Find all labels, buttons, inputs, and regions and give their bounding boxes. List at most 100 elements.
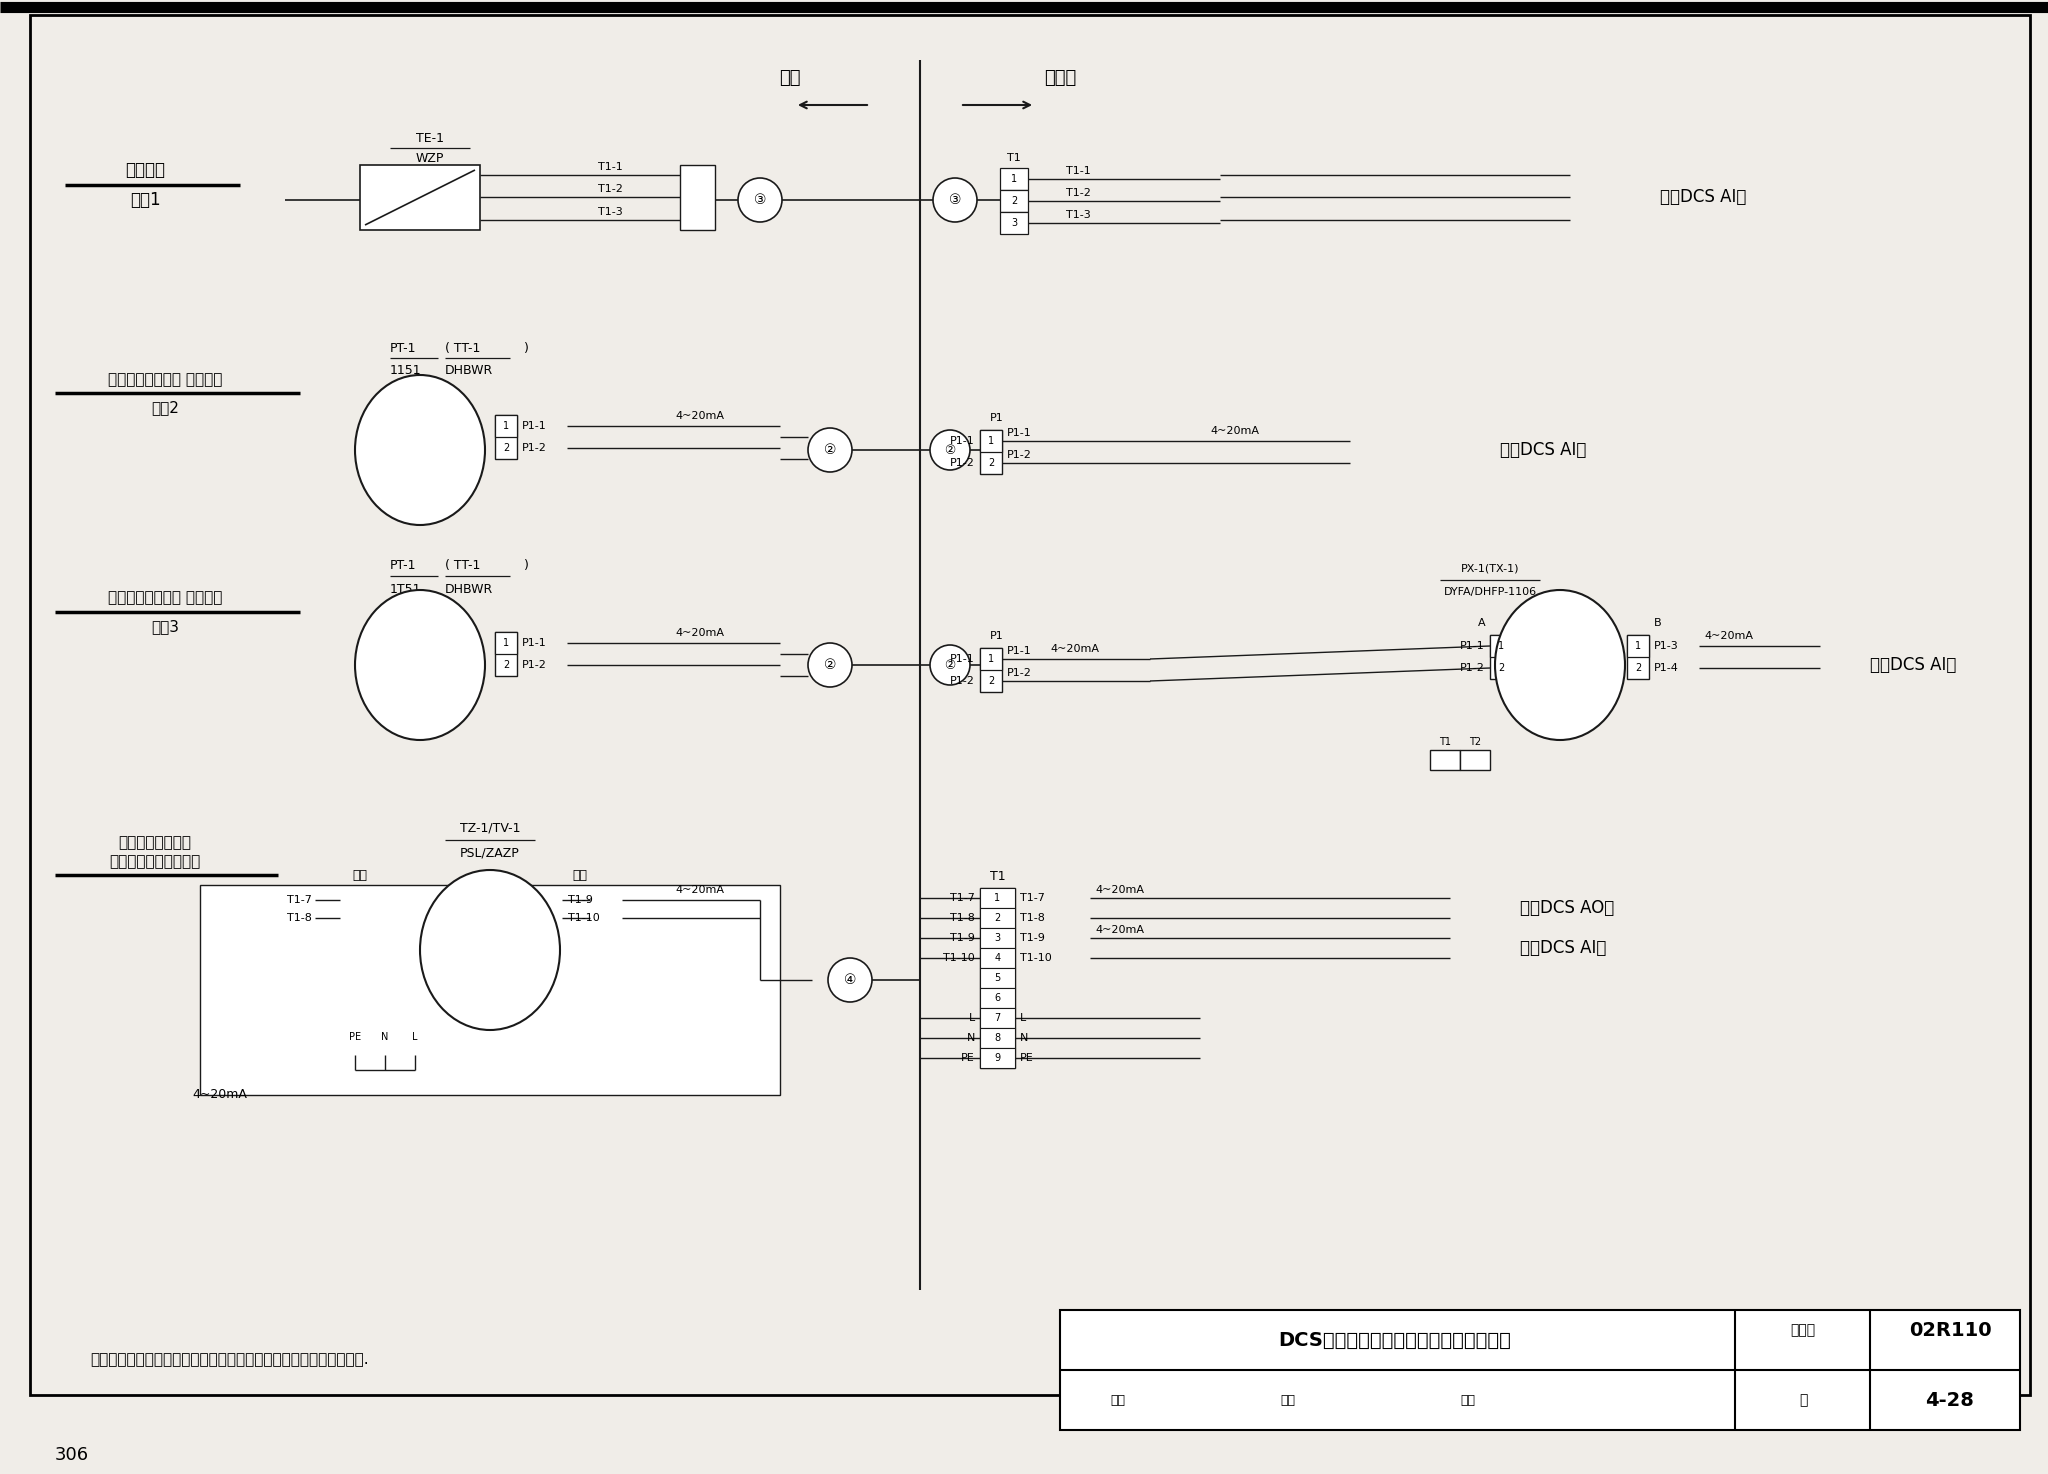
Text: T1-1: T1-1 bbox=[598, 162, 623, 172]
Text: 4~20mA: 4~20mA bbox=[676, 884, 725, 895]
Text: 4~20mA: 4~20mA bbox=[676, 628, 725, 638]
Bar bbox=[1626, 635, 1649, 657]
Text: PX-1(TX-1): PX-1(TX-1) bbox=[1460, 563, 1520, 573]
Text: DHBWR: DHBWR bbox=[444, 364, 494, 376]
Text: 阀位: 阀位 bbox=[573, 868, 588, 881]
Text: P1-2: P1-2 bbox=[1460, 663, 1485, 674]
Text: P1-4: P1-4 bbox=[1655, 663, 1679, 674]
Text: 4~20mA: 4~20mA bbox=[1704, 631, 1753, 641]
Text: L: L bbox=[412, 1032, 418, 1042]
Circle shape bbox=[934, 178, 977, 223]
Text: ②: ② bbox=[823, 444, 836, 457]
Text: 设计: 设计 bbox=[1460, 1393, 1475, 1406]
Text: 1: 1 bbox=[1634, 641, 1640, 652]
Text: P1-1: P1-1 bbox=[1008, 646, 1032, 656]
Bar bbox=[981, 1008, 1016, 1027]
Text: 4~20mA: 4~20mA bbox=[1096, 926, 1145, 935]
Bar bbox=[340, 1020, 371, 1055]
Text: T1-8: T1-8 bbox=[287, 912, 311, 923]
Text: T2: T2 bbox=[1468, 737, 1481, 747]
Bar bbox=[680, 165, 715, 230]
Text: 1: 1 bbox=[504, 422, 510, 430]
Text: 1: 1 bbox=[987, 436, 993, 447]
Bar bbox=[590, 890, 623, 926]
Text: P1-2: P1-2 bbox=[522, 660, 547, 671]
Text: N: N bbox=[967, 1033, 975, 1044]
Text: T1-10: T1-10 bbox=[944, 954, 975, 963]
Text: P1-2: P1-2 bbox=[950, 677, 975, 685]
Text: 1: 1 bbox=[1497, 641, 1503, 652]
Text: TZ-1/TV-1: TZ-1/TV-1 bbox=[459, 821, 520, 834]
Text: ②: ② bbox=[944, 444, 956, 457]
Bar bbox=[981, 430, 1001, 475]
Text: B: B bbox=[1655, 618, 1661, 628]
Text: 接至DCS AI点: 接至DCS AI点 bbox=[1661, 189, 1747, 206]
Bar bbox=[981, 1048, 1016, 1069]
Text: ③: ③ bbox=[948, 193, 961, 206]
Text: 2: 2 bbox=[1634, 663, 1640, 674]
Bar bbox=[999, 212, 1028, 234]
Text: ): ) bbox=[520, 559, 528, 572]
Text: DCS系统测量及自动调节系统单元接线图: DCS系统测量及自动调节系统单元接线图 bbox=[1278, 1331, 1511, 1350]
Text: P1: P1 bbox=[989, 413, 1004, 423]
Text: 仪表盘: 仪表盘 bbox=[1044, 69, 1075, 87]
Bar bbox=[981, 887, 1016, 908]
Text: 方案2: 方案2 bbox=[152, 401, 178, 416]
Text: 就地: 就地 bbox=[778, 69, 801, 87]
Text: 温度、压力、流量 液位测量: 温度、压力、流量 液位测量 bbox=[109, 591, 221, 606]
Ellipse shape bbox=[1495, 590, 1624, 740]
Text: 自动调节系统执行回路: 自动调节系统执行回路 bbox=[109, 855, 201, 870]
Text: PE: PE bbox=[961, 1052, 975, 1063]
Text: 4~20mA: 4~20mA bbox=[1210, 426, 1260, 436]
Text: 说明：图中电动调节阀的伺服放大器为内置式，包含在电动执行器内.: 说明：图中电动调节阀的伺服放大器为内置式，包含在电动执行器内. bbox=[90, 1353, 369, 1368]
Text: 4: 4 bbox=[995, 954, 1001, 963]
Text: T1-7: T1-7 bbox=[950, 893, 975, 904]
Text: 方案3: 方案3 bbox=[152, 619, 178, 634]
Text: ④: ④ bbox=[844, 973, 856, 988]
Text: 1: 1 bbox=[504, 638, 510, 649]
Bar bbox=[981, 1027, 1016, 1048]
Text: 306: 306 bbox=[55, 1446, 90, 1464]
Bar bbox=[981, 649, 1001, 671]
Text: T1-2: T1-2 bbox=[598, 184, 623, 195]
Bar bbox=[201, 884, 780, 1095]
Bar bbox=[981, 908, 1016, 929]
Text: 图集号: 图集号 bbox=[1790, 1324, 1817, 1337]
Bar bbox=[981, 968, 1016, 988]
Text: ( TT-1: ( TT-1 bbox=[444, 559, 481, 572]
Text: T1-8: T1-8 bbox=[1020, 912, 1044, 923]
Text: P1-3: P1-3 bbox=[1655, 641, 1679, 652]
Text: P1-2: P1-2 bbox=[950, 458, 975, 469]
Bar bbox=[1430, 750, 1460, 769]
Circle shape bbox=[930, 646, 971, 685]
Bar bbox=[999, 168, 1028, 190]
Text: 温度、压力、流量 液位测量: 温度、压力、流量 液位测量 bbox=[109, 373, 221, 388]
Text: 02R110: 02R110 bbox=[1909, 1321, 1991, 1340]
Text: P1-1: P1-1 bbox=[1460, 641, 1485, 652]
Text: PT-1: PT-1 bbox=[389, 559, 416, 572]
Circle shape bbox=[809, 427, 852, 472]
Text: L: L bbox=[969, 1013, 975, 1023]
Text: 2: 2 bbox=[1012, 196, 1018, 206]
Bar bbox=[496, 632, 516, 677]
Text: P1-2: P1-2 bbox=[1008, 450, 1032, 460]
Ellipse shape bbox=[420, 870, 559, 1030]
Text: PSL/ZAZP: PSL/ZAZP bbox=[461, 846, 520, 859]
Text: T1-10: T1-10 bbox=[1020, 954, 1053, 963]
Text: 校对: 校对 bbox=[1280, 1393, 1294, 1406]
Bar bbox=[360, 165, 479, 230]
Ellipse shape bbox=[354, 374, 485, 525]
Text: P1-2: P1-2 bbox=[1008, 668, 1032, 678]
Text: 7: 7 bbox=[995, 1013, 1001, 1023]
Circle shape bbox=[827, 958, 872, 1002]
Bar bbox=[496, 416, 516, 436]
Text: WZP: WZP bbox=[416, 152, 444, 165]
Text: P1-1: P1-1 bbox=[950, 436, 975, 447]
Text: T1-9: T1-9 bbox=[567, 895, 592, 905]
Text: 温度测量: 温度测量 bbox=[125, 161, 166, 178]
Text: 方案1: 方案1 bbox=[129, 192, 160, 209]
Bar bbox=[340, 1020, 430, 1055]
Text: 1: 1 bbox=[987, 654, 993, 663]
Bar bbox=[496, 632, 516, 654]
Text: 5: 5 bbox=[995, 973, 1001, 983]
